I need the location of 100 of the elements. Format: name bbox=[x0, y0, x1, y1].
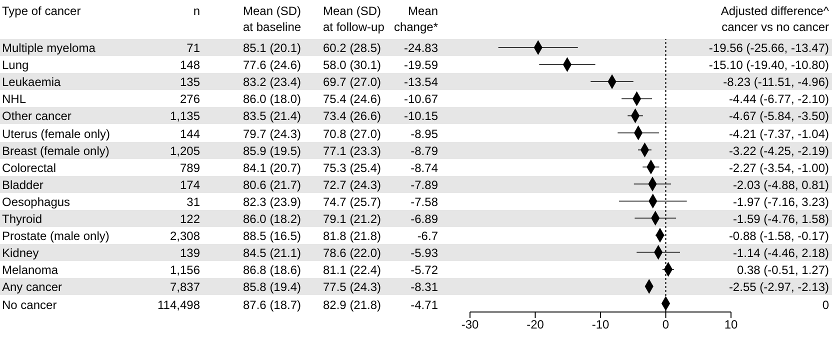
text: 84.5 (21.1) bbox=[243, 246, 302, 260]
category-label: n bbox=[192, 3, 200, 19]
category-label: Kidney bbox=[2, 246, 39, 260]
text: -8.74 bbox=[410, 160, 438, 175]
text: -8.31 bbox=[410, 280, 438, 294]
text: -5.93 bbox=[410, 246, 438, 260]
text: 789 bbox=[180, 160, 200, 175]
text: -7.89 bbox=[410, 178, 438, 192]
text: -10.67 bbox=[404, 92, 438, 106]
text: -24.83 bbox=[404, 41, 438, 55]
category-label: Other cancer bbox=[2, 109, 72, 124]
text: 85.9 (19.5) bbox=[243, 144, 302, 158]
data-label: -2.27 (-3.54, -1.00) bbox=[728, 160, 829, 176]
text: 58.0 (30.1) bbox=[323, 58, 382, 72]
category-label: Breast (female only) bbox=[2, 144, 110, 158]
text: 85.8 (19.4) bbox=[243, 280, 302, 294]
data-label: -1.14 (-4.46, 2.18) bbox=[732, 245, 829, 262]
text: 77.6 (24.6) bbox=[243, 58, 302, 72]
data-label: -19.56 (-25.66, -13.47) bbox=[708, 40, 829, 56]
text: 1,156 bbox=[170, 263, 200, 278]
category-label: Bladder bbox=[2, 178, 44, 192]
text: -10.15 bbox=[404, 109, 438, 124]
text: 78.6 (22.0) bbox=[323, 246, 382, 260]
text: -8.79 bbox=[410, 144, 438, 158]
text: 1,205 bbox=[170, 144, 200, 158]
text: 86.0 (18.2) bbox=[243, 212, 302, 226]
category-label: No cancer bbox=[2, 298, 57, 312]
data-label: 0 bbox=[822, 296, 829, 312]
data-label: -2.03 (-4.88, 0.81) bbox=[732, 176, 829, 193]
category-label: Multiple myeloma bbox=[2, 41, 96, 55]
text: 77.1 (23.3) bbox=[323, 144, 382, 158]
text: 139 bbox=[180, 246, 200, 260]
text: -8.95 bbox=[410, 126, 438, 140]
category-label: Oesophagus bbox=[2, 194, 70, 209]
text: 70.8 (27.0) bbox=[323, 126, 382, 140]
text: Adjusted difference^ cancer vs no cancer bbox=[720, 3, 829, 35]
text: 60.2 (28.5) bbox=[323, 41, 382, 55]
data-label: -4.67 (-5.84, -3.50) bbox=[728, 108, 829, 124]
category-label: Lung bbox=[2, 58, 29, 72]
text: -6.89 bbox=[410, 212, 438, 226]
text: 83.2 (23.4) bbox=[243, 75, 302, 90]
text: 86.8 (18.6) bbox=[243, 263, 302, 278]
data-label: -1.97 (-7.16, 3.23) bbox=[732, 194, 829, 210]
text: 88.5 (16.5) bbox=[243, 229, 302, 244]
data-label: -2.55 (-2.97, -2.13) bbox=[728, 279, 829, 296]
category-label: Any cancer bbox=[2, 280, 62, 294]
category-label: Colorectal bbox=[2, 160, 56, 175]
x-tick-label: 10 bbox=[724, 318, 738, 332]
text: 74.7 (25.7) bbox=[323, 194, 382, 209]
text: 85.1 (20.1) bbox=[243, 41, 302, 55]
text: 73.4 (26.6) bbox=[323, 109, 382, 124]
x-tick-label: 0 bbox=[662, 318, 670, 332]
text: 122 bbox=[180, 212, 200, 226]
x-tick-label: -10 bbox=[592, 318, 610, 332]
data-label: -3.22 (-4.25, -2.19) bbox=[728, 142, 829, 159]
text: 31 bbox=[186, 194, 200, 209]
text: 144 bbox=[180, 126, 200, 140]
category-label: Type of cancer bbox=[2, 3, 81, 19]
text: 71 bbox=[186, 41, 200, 55]
x-tick-label: -20 bbox=[526, 318, 544, 332]
data-label: -4.44 (-6.77, -2.10) bbox=[728, 91, 829, 108]
text: 79.1 (21.2) bbox=[323, 212, 382, 226]
data-label: 0.38 (-0.51, 1.27) bbox=[736, 262, 829, 278]
text: 135 bbox=[180, 75, 200, 90]
data-label: -15.10 (-19.40, -10.80) bbox=[708, 57, 829, 74]
text: -6.7 bbox=[417, 229, 438, 244]
category-label: Melanoma bbox=[2, 263, 58, 278]
text: -5.72 bbox=[410, 263, 438, 278]
text: 148 bbox=[180, 58, 200, 72]
text: 276 bbox=[180, 92, 200, 106]
text: 79.7 (24.3) bbox=[243, 126, 302, 140]
x-tick-label: -30 bbox=[461, 318, 479, 332]
text: 2,308 bbox=[170, 229, 200, 244]
text: 83.5 (21.4) bbox=[243, 109, 302, 124]
category-label: Leukaemia bbox=[2, 75, 61, 90]
text: 81.8 (21.8) bbox=[323, 229, 382, 244]
text: 86.0 (18.0) bbox=[243, 92, 302, 106]
text: 75.4 (24.6) bbox=[323, 92, 382, 106]
text: 69.7 (27.0) bbox=[323, 75, 382, 90]
category-label: Uterus (female only) bbox=[2, 126, 110, 140]
category-label: Prostate (male only) bbox=[2, 229, 110, 244]
data-label: -4.21 (-7.37, -1.04) bbox=[728, 126, 829, 142]
text: 87.6 (18.7) bbox=[243, 298, 302, 312]
text: -19.59 bbox=[404, 58, 438, 72]
text: 81.1 (22.4) bbox=[323, 263, 382, 278]
text: 174 bbox=[180, 178, 200, 192]
text: -4.71 bbox=[410, 298, 438, 312]
data-label: -1.59 (-4.76, 1.58) bbox=[732, 211, 829, 227]
category-label: Mean change* bbox=[394, 4, 438, 34]
text: 114,498 bbox=[158, 298, 200, 312]
text: 75.3 (25.4) bbox=[323, 160, 382, 175]
text: 84.1 (20.7) bbox=[243, 160, 302, 175]
text: 77.5 (24.3) bbox=[323, 280, 382, 294]
text: 82.3 (23.9) bbox=[243, 194, 302, 209]
text: 1,135 bbox=[170, 109, 200, 124]
text: 72.7 (24.3) bbox=[323, 178, 382, 192]
category-label: Mean (SD) at follow-up bbox=[323, 3, 384, 35]
data-label: -0.88 (-1.58, -0.17) bbox=[728, 228, 829, 244]
text: 7,837 bbox=[170, 280, 200, 294]
text: -7.58 bbox=[410, 194, 438, 209]
